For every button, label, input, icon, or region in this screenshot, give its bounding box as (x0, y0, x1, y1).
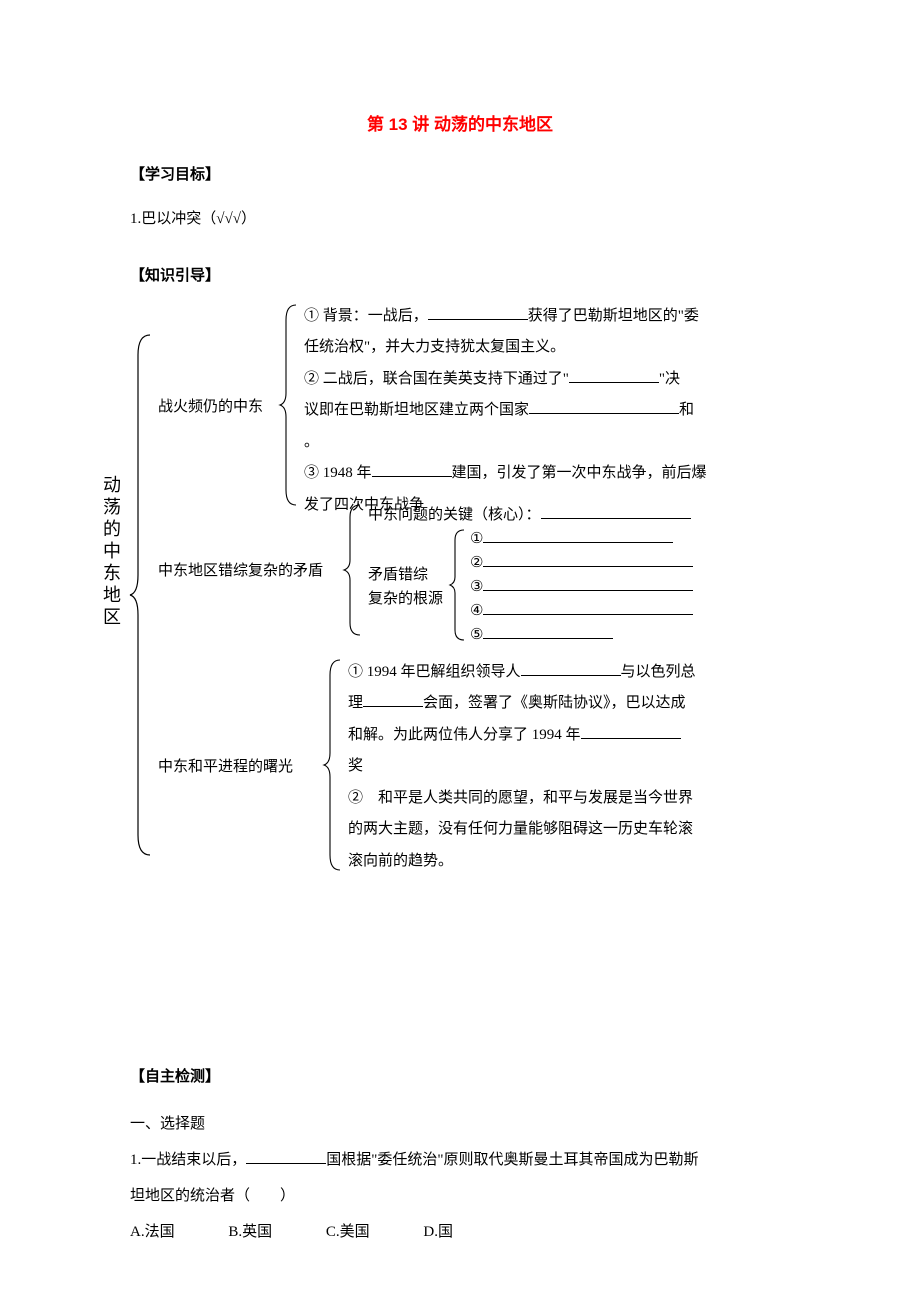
b2-key: 中东问题的关键（核心）： (368, 503, 691, 524)
b1-l3b: "决 (659, 371, 680, 387)
b1-l4b: 和 (679, 402, 694, 418)
b3-l6: 的两大主题，没有任何力量能够阻碍这一历史车轮滚 (348, 814, 778, 846)
question-1-options: A.法国 B.英国 C.美国 D.国 (130, 1214, 790, 1250)
b1-l1a: ① 背景：一战后， (304, 308, 428, 324)
blank-icon (483, 590, 693, 591)
b2-n4: ④ (470, 603, 483, 619)
obj1-suffix: ） (241, 211, 256, 227)
b1-l5: 。 (304, 427, 774, 459)
b3-l7: 滚向前的趋势。 (348, 846, 778, 878)
blank-icon (521, 675, 621, 676)
brace-b2 (344, 505, 362, 640)
branch3-content: ① 1994 年巴解组织领导人 与以色列总 理 会面，签署了《奥斯陆协议》，巴以达成… (348, 657, 778, 878)
b3-l2b: 会面，签署了《奥斯陆协议》，巴以达成 (423, 695, 686, 711)
lesson-title: 第 13 讲 动荡的中东地区 (130, 110, 790, 135)
b1-l6b: 建国，引发了第一次中东战争，前后爆 (452, 465, 707, 481)
brace-b1 (280, 305, 298, 510)
b1-l1b: 获得了巴勒斯坦地区的"委 (528, 308, 699, 324)
option-b[interactable]: B.英国 (228, 1214, 272, 1250)
branch2-list: ① ② ③ ④ ⑤ (470, 527, 693, 647)
blank-icon (483, 638, 613, 639)
b3-l1b: 与以色列总 (621, 664, 696, 680)
blank-icon (483, 566, 693, 567)
blank-icon (569, 382, 659, 383)
obj1-prefix: 1.巴以冲突（ (130, 211, 216, 227)
b2-n5: ⑤ (470, 627, 483, 643)
branch1-label: 战火频仍的中东 (158, 395, 263, 416)
option-d[interactable]: D.国 (423, 1214, 453, 1250)
blank-icon (246, 1163, 326, 1164)
question-1: 1.一战结束以后， 国根据"委任统治"原则取代奥斯曼土耳其帝国成为巴勒斯 (130, 1142, 790, 1178)
b2-n3: ③ (470, 579, 483, 595)
option-a[interactable]: A.法国 (130, 1214, 175, 1250)
b1-l6a: ③ 1948 年 (304, 465, 372, 481)
blank-icon (363, 706, 423, 707)
b2-n2: ② (470, 555, 483, 571)
b2-n1: ① (470, 531, 483, 547)
brace-main (130, 335, 152, 860)
b2-root-label: 矛盾错综 复杂的根源 (368, 563, 443, 611)
branch2-label: 中东地区错综复杂的矛盾 (158, 559, 323, 580)
vertical-title: 动荡的中东地区 (98, 475, 124, 629)
q1-b: 国根据"委任统治"原则取代奥斯曼土耳其帝国成为巴勒斯 (326, 1152, 698, 1168)
branch1-content: ① 背景：一战后， 获得了巴勒斯坦地区的"委 任统治权"，并大力支持犹太复国主义。… (304, 301, 774, 522)
guide-heading: 【知识引导】 (130, 264, 790, 285)
concept-diagram: 动荡的中东地区 战火频仍的中东 ① 背景：一战后，获得了巴勒斯坦地区的"委 任统… (130, 305, 790, 905)
b3-l3a: 和解。为此两位伟人分享了 1994 年 (348, 727, 581, 743)
b3-l4: 奖 (348, 751, 778, 783)
blank-icon (372, 476, 452, 477)
branch3-label: 中东和平进程的曙光 (158, 755, 293, 776)
blank-icon (529, 413, 679, 414)
b3-l1a: ① 1994 年巴解组织领导人 (348, 664, 521, 680)
page-root: 第 13 讲 动荡的中东地区 【学习目标】 1.巴以冲突（√√√） 【知识引导】… (0, 0, 920, 1310)
part-label: 一、选择题 (130, 1106, 790, 1142)
b3-l2a: 理 (348, 695, 363, 711)
blank-icon (483, 542, 673, 543)
q1-c: 坦地区的统治者（ ） (130, 1178, 790, 1214)
b3-l5: ② 和平是人类共同的愿望，和平与发展是当今世界 (348, 783, 778, 815)
objective-item: 1.巴以冲突（√√√） (130, 204, 790, 236)
b1-l3a: ② 二战后，联合国在美英支持下通过了" (304, 371, 569, 387)
b2-root-l2: 复杂的根源 (368, 587, 443, 611)
self-test-heading: 【自主检测】 (130, 1065, 790, 1086)
obj1-marks: √√√ (216, 211, 241, 227)
brace-b3 (324, 660, 342, 875)
b2-root-l1: 矛盾错综 (368, 563, 443, 587)
b1-l2: 任统治权"，并大力支持犹太复国主义。 (304, 332, 774, 364)
b2-key-text: 中东问题的关键（核心）： (368, 507, 541, 523)
brace-b2-inner (450, 530, 466, 645)
option-c[interactable]: C.美国 (326, 1214, 370, 1250)
blank-icon (483, 614, 693, 615)
b1-l4a: 议即在巴勒斯坦地区建立两个国家 (304, 402, 529, 418)
objectives-heading: 【学习目标】 (130, 163, 790, 184)
blank-icon (428, 319, 528, 320)
q1-a: 1.一战结束以后， (130, 1152, 246, 1168)
blank-icon (541, 518, 691, 519)
blank-icon (581, 738, 681, 739)
self-test-section: 【自主检测】 一、选择题 1.一战结束以后， 国根据"委任统治"原则取代奥斯曼土耳… (130, 1065, 790, 1250)
